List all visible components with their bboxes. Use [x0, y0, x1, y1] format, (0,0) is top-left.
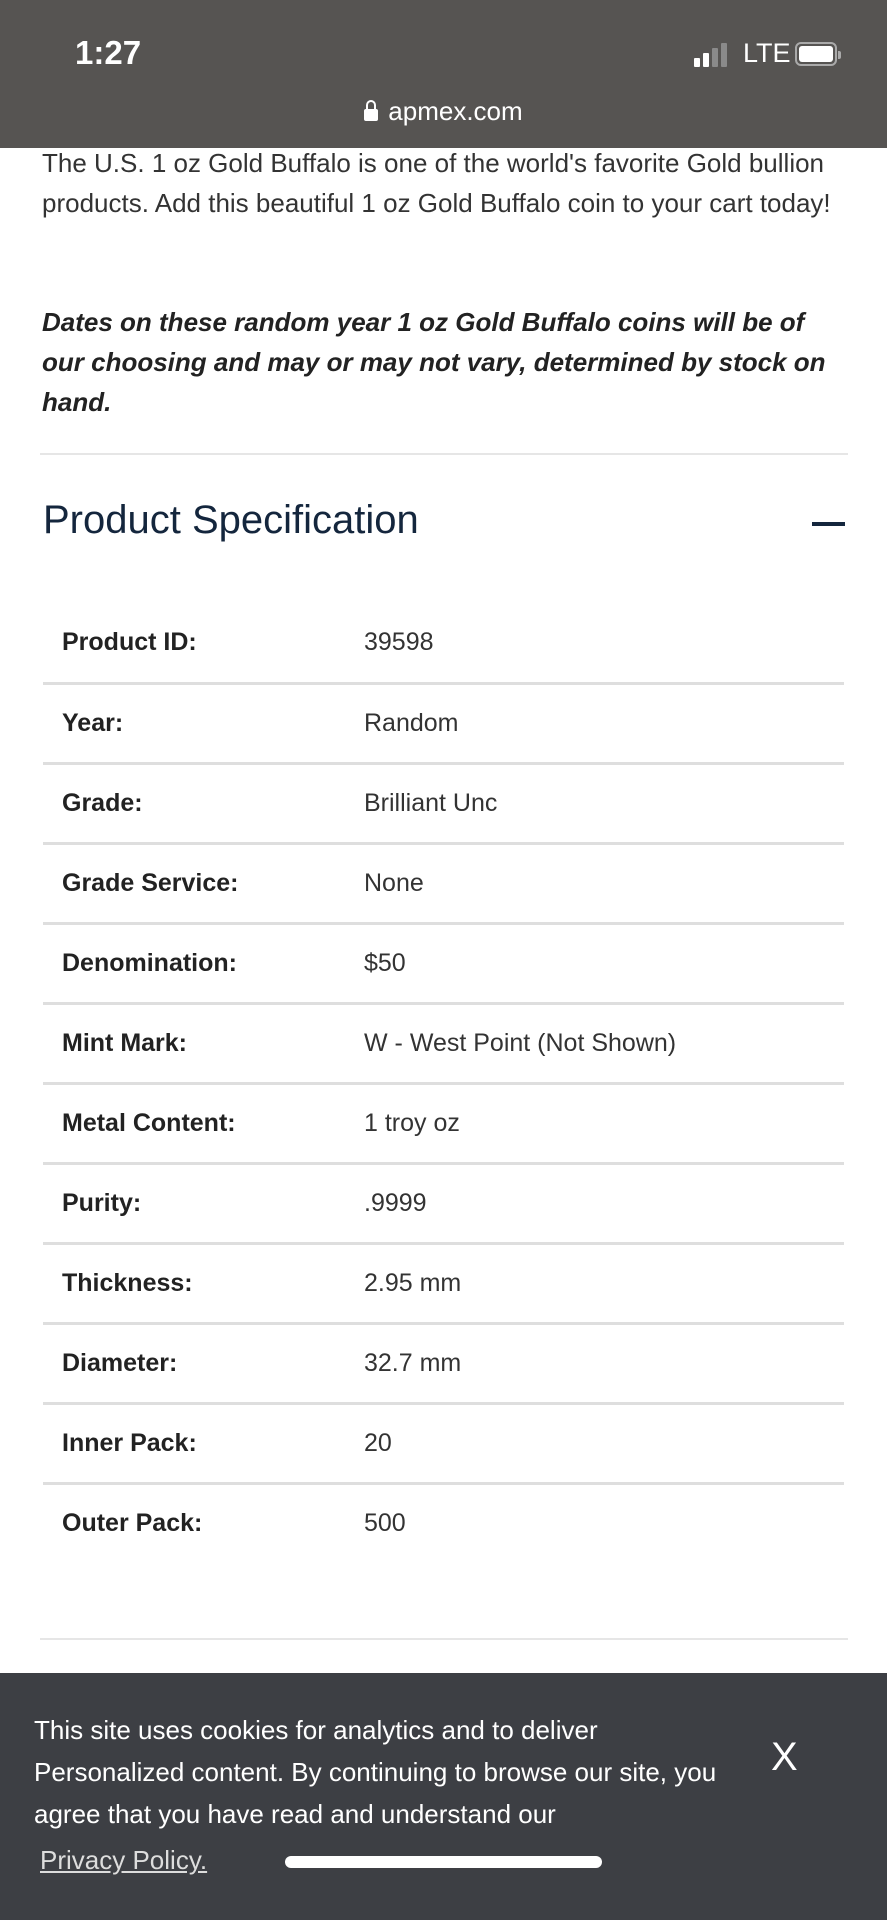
spec-value: Random: [364, 683, 844, 765]
spec-row: Denomination: $50: [43, 923, 844, 1005]
random-year-note: Dates on these random year 1 oz Gold Buf…: [42, 307, 826, 417]
spec-value: .9999: [364, 1163, 844, 1245]
minus-icon[interactable]: [812, 522, 845, 526]
spec-label: Inner Pack:: [43, 1403, 364, 1485]
spec-row: Inner Pack: 20: [43, 1403, 844, 1485]
spec-value: W - West Point (Not Shown): [364, 1003, 844, 1085]
spec-row: Grade Service: None: [43, 843, 844, 925]
url-text: apmex.com: [388, 96, 523, 126]
spec-label: Mint Mark:: [43, 1003, 364, 1085]
divider: [40, 453, 848, 455]
close-banner-button[interactable]: X: [771, 1735, 798, 1779]
spec-label: Year:: [43, 683, 364, 765]
lock-icon: [364, 100, 379, 121]
status-bar: 1:27 LTE apmex.com: [0, 0, 887, 148]
privacy-policy-link[interactable]: Privacy Policy.: [40, 1845, 208, 1875]
spec-row: Metal Content: 1 troy oz: [43, 1083, 844, 1165]
spec-value: 500: [364, 1509, 406, 1538]
spec-label: Grade:: [43, 763, 364, 845]
spec-label: Purity:: [43, 1163, 364, 1245]
spec-row: Thickness: 2.95 mm: [43, 1243, 844, 1325]
spec-row: Grade: Brilliant Unc: [43, 763, 844, 845]
cookie-text: This site uses cookies for analytics and…: [34, 1715, 717, 1829]
spec-label: Denomination:: [43, 923, 364, 1005]
address-bar[interactable]: apmex.com: [0, 96, 887, 127]
spec-row: Year: Random: [43, 683, 844, 765]
signal-icon: [694, 43, 727, 67]
home-indicator[interactable]: [285, 1856, 602, 1868]
spec-value: 1 troy oz: [364, 1083, 844, 1165]
section-title: Product Specification: [43, 498, 419, 542]
battery-icon: [795, 42, 841, 66]
spec-table: Product ID: 39598 Year: Random Grade: Brillia…: [43, 603, 844, 1563]
spec-value: 39598: [364, 603, 844, 685]
spec-label: Thickness:: [43, 1243, 364, 1325]
spec-label: Product ID:: [43, 603, 364, 685]
spec-row: Purity: .9999: [43, 1163, 844, 1245]
spec-value: $50: [364, 923, 844, 1005]
spec-value: 32.7 mm: [364, 1323, 844, 1405]
spec-row: Mint Mark: W - West Point (Not Shown): [43, 1003, 844, 1085]
clock: 1:27: [75, 34, 142, 71]
spec-row: Outer Pack: 500: [43, 1483, 844, 1563]
cookie-banner: This site uses cookies for analytics and…: [0, 1673, 887, 1920]
spec-label: Metal Content:: [43, 1083, 364, 1165]
spec-row: Product ID: 39598: [43, 603, 844, 685]
spec-row: Diameter: 32.7 mm: [43, 1323, 844, 1405]
spec-label: Outer Pack:: [62, 1509, 203, 1538]
spec-value: 20: [364, 1403, 844, 1485]
spec-label: Diameter:: [43, 1323, 364, 1405]
spec-label: Grade Service:: [43, 843, 364, 925]
spec-value: Brilliant Unc: [364, 763, 844, 845]
product-description: The U.S. 1 oz Gold Buffalo is one of the…: [42, 148, 831, 218]
network-type: LTE: [743, 38, 791, 68]
spec-value: 2.95 mm: [364, 1243, 844, 1325]
spec-value: None: [364, 843, 844, 925]
divider: [40, 1638, 848, 1640]
